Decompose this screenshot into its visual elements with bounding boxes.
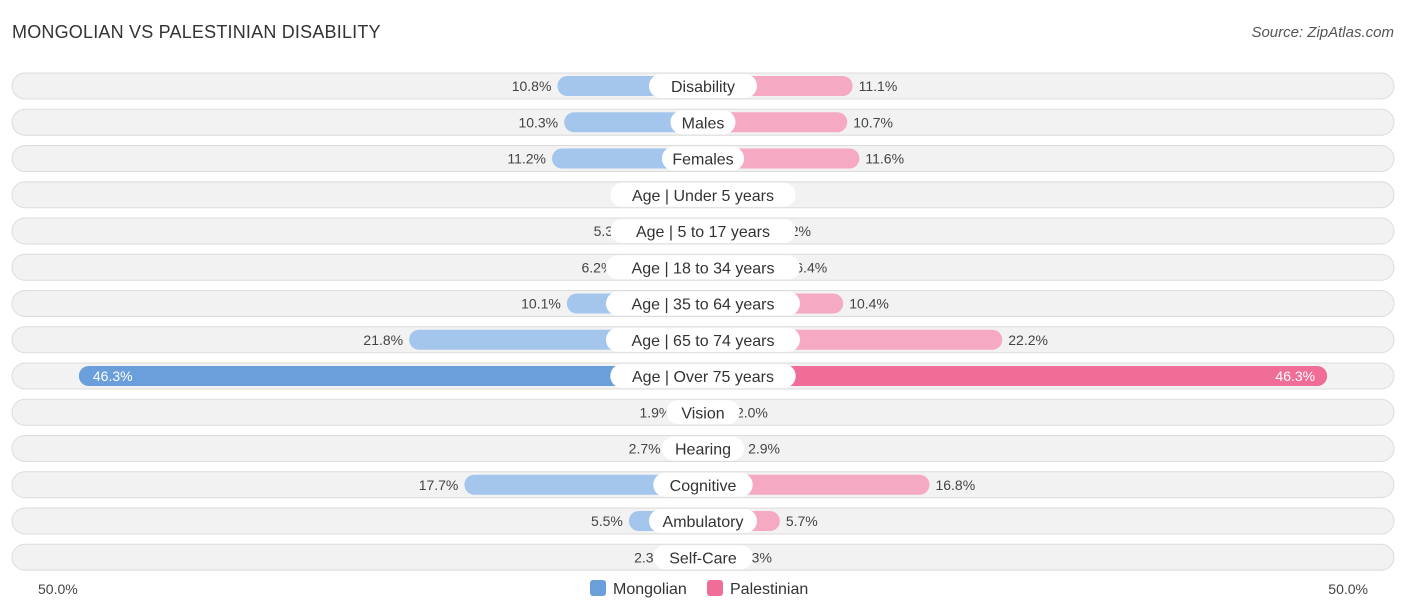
palestinian-value-label: 16.8%: [935, 477, 975, 493]
category-label-background: [606, 327, 800, 352]
palestinian-value-label: 2.0%: [736, 404, 768, 420]
palestinian-value-label: 5.7%: [786, 513, 818, 529]
category-label-background: [666, 400, 740, 425]
mongolian-bar: [564, 112, 703, 133]
palestinian-value-label: 10.4%: [849, 296, 889, 312]
palestinian-value-label: 11.6%: [865, 151, 904, 167]
category-label: Cognitive: [670, 478, 737, 495]
category-label: Age | 35 to 64 years: [632, 297, 775, 314]
axis-right-label: 50.0%: [1328, 581, 1368, 597]
category-label: Hearing: [675, 442, 731, 459]
legend-mongolian-swatch: [590, 580, 606, 596]
mongolian-value-label: 17.7%: [419, 477, 459, 493]
axis-left-label: 50.0%: [38, 581, 78, 597]
mongolian-value-label: 1.9%: [639, 404, 671, 420]
category-label-background: [653, 472, 753, 497]
category-label: Ambulatory: [663, 514, 744, 531]
mongolian-value-label: 10.1%: [521, 296, 561, 312]
category-label: Disability: [671, 79, 735, 96]
mongolian-value-label: 21.8%: [363, 332, 403, 348]
palestinian-value-label: 11.1%: [859, 78, 898, 94]
category-label-background: [606, 255, 800, 280]
mongolian-value-label: 2.7%: [629, 441, 661, 457]
category-label: Self-Care: [669, 550, 737, 567]
category-label: Females: [672, 152, 733, 169]
category-label: Age | 5 to 17 years: [636, 224, 770, 241]
palestinian-value-label: 22.2%: [1008, 332, 1048, 348]
mongolian-value-label: 5.5%: [591, 513, 623, 529]
palestinian-bar: [703, 366, 1328, 386]
palestinian-value-label: 10.7%: [853, 114, 893, 130]
legend-mongolian-label: Mongolian: [613, 581, 687, 598]
legend-palestinian-swatch: [707, 580, 723, 596]
category-label-background: [649, 509, 757, 533]
category-label-background: [661, 146, 745, 171]
category-label: Age | Over 75 years: [632, 369, 774, 386]
category-label: Vision: [681, 405, 724, 422]
category-label-background: [610, 182, 796, 207]
palestinian-bar: [703, 474, 930, 495]
category-label: Males: [682, 115, 725, 132]
palestinian-value-label: 46.3%: [1275, 368, 1315, 384]
mongolian-value-label: 11.2%: [507, 151, 546, 167]
category-label-background: [606, 291, 800, 316]
palestinian-bar: [703, 112, 848, 133]
category-label-background: [653, 545, 753, 570]
category-label-background: [610, 364, 796, 388]
mongolian-bar: [464, 474, 703, 495]
category-label-background: [649, 74, 757, 98]
mongolian-value-label: 10.8%: [512, 78, 552, 94]
palestinian-value-label: 2.9%: [748, 441, 780, 457]
mongolian-bar: [78, 366, 704, 386]
category-label: Age | 65 to 74 years: [632, 333, 775, 350]
category-label-background: [661, 436, 745, 461]
source-label: Source: ZipAtlas.com: [1251, 24, 1394, 41]
category-label-background: [670, 110, 736, 135]
category-label-background: [610, 219, 796, 243]
category-label: Age | 18 to 34 years: [632, 260, 775, 277]
chart-title: MONGOLIAN VS PALESTINIAN DISABILITY: [12, 22, 381, 42]
palestinian-value-label: 6.4%: [795, 259, 827, 275]
mongolian-value-label: 6.2%: [582, 259, 614, 275]
category-label: Age | Under 5 years: [632, 188, 774, 205]
mongolian-value-label: 10.3%: [518, 114, 558, 130]
mongolian-value-label: 46.3%: [93, 368, 133, 384]
legend-palestinian-label: Palestinian: [730, 581, 808, 598]
